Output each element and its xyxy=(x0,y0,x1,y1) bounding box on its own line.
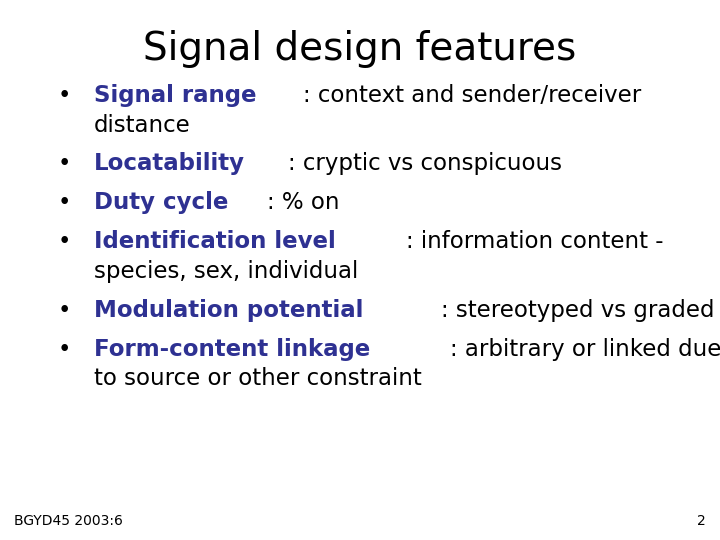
Text: •: • xyxy=(58,152,71,176)
Text: •: • xyxy=(58,299,71,322)
Text: to source or other constraint: to source or other constraint xyxy=(94,367,421,390)
Text: Signal design features: Signal design features xyxy=(143,30,577,68)
Text: Duty cycle: Duty cycle xyxy=(94,191,228,214)
Text: 2: 2 xyxy=(697,514,706,528)
Text: •: • xyxy=(58,338,71,361)
Text: species, sex, individual: species, sex, individual xyxy=(94,260,358,283)
Text: Form-content linkage: Form-content linkage xyxy=(94,338,370,361)
Text: BGYD45 2003:6: BGYD45 2003:6 xyxy=(14,514,123,528)
Text: •: • xyxy=(58,230,71,253)
Text: •: • xyxy=(58,84,71,107)
Text: : % on: : % on xyxy=(267,191,340,214)
Text: : information content -: : information content - xyxy=(405,230,663,253)
Text: : arbitrary or linked due: : arbitrary or linked due xyxy=(450,338,720,361)
Text: : context and sender/receiver: : context and sender/receiver xyxy=(303,84,642,107)
Text: : stereotyped vs graded: : stereotyped vs graded xyxy=(441,299,715,322)
Text: Modulation potential: Modulation potential xyxy=(94,299,363,322)
Text: Signal range: Signal range xyxy=(94,84,256,107)
Text: Locatability: Locatability xyxy=(94,152,245,176)
Text: Identification level: Identification level xyxy=(94,230,336,253)
Text: : cryptic vs conspicuous: : cryptic vs conspicuous xyxy=(289,152,562,176)
Text: distance: distance xyxy=(94,113,190,137)
Text: •: • xyxy=(58,191,71,214)
